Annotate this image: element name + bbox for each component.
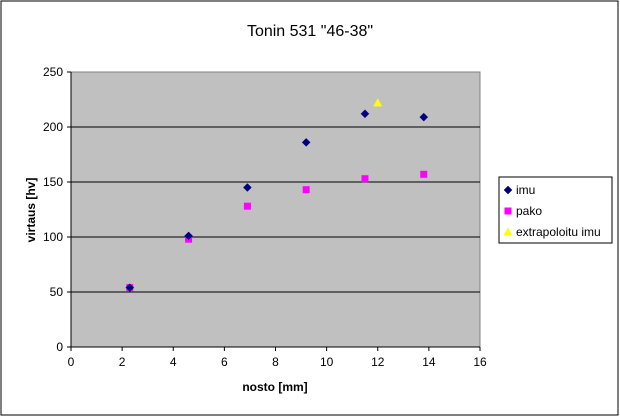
legend: imu pako extrapoloitu imu [498,176,613,244]
data-point-diamond [360,109,370,119]
legend-label: extrapoloitu imu [516,225,601,239]
data-point-diamond [184,231,193,241]
y-tick-label: 0 [56,340,63,354]
y-axis-title: virtaus [hv] [24,178,38,243]
x-tick-label: 14 [422,355,436,369]
legend-marker-diamond [503,185,513,195]
legend-box [498,176,613,244]
x-axis-ticks: 0 2 4 6 8 10 12 14 16 [68,347,487,369]
x-tick-label: 8 [272,355,279,369]
y-tick-label: 250 [43,65,63,79]
legend-label: pako [516,204,542,218]
x-tick-label: 4 [170,355,177,369]
x-tick-label: 2 [119,355,126,369]
gridlines [71,126,480,293]
data-point-diamond [243,183,252,192]
y-axis-ticks: 0 50 100 150 200 250 [43,65,71,354]
x-tick-label: 0 [68,355,75,369]
legend-marker-square [504,207,512,215]
x-tick-label: 12 [371,355,385,369]
data-point-triangle [373,98,383,107]
data-point-square [302,186,310,194]
data-point-diamond [419,112,429,122]
x-tick-label: 6 [221,355,228,369]
x-axis-title: nosto [mm] [242,380,307,394]
y-tick-label: 50 [50,285,64,299]
plot-area [70,71,481,348]
data-point-diamond [125,283,135,292]
data-point-square [420,170,428,178]
data-points [125,98,429,292]
legend-label: imu [516,183,535,197]
legend-marker-triangle [503,227,513,236]
data-point-diamond [301,138,311,147]
data-point-square [361,175,369,183]
y-tick-label: 100 [43,230,63,244]
chart-title: Tonin 531 "46-38" [247,23,373,40]
x-tick-label: 16 [473,355,487,369]
y-tick-label: 200 [43,120,63,134]
x-tick-label: 10 [320,355,334,369]
data-point-square [243,202,251,210]
y-tick-label: 150 [43,175,63,189]
